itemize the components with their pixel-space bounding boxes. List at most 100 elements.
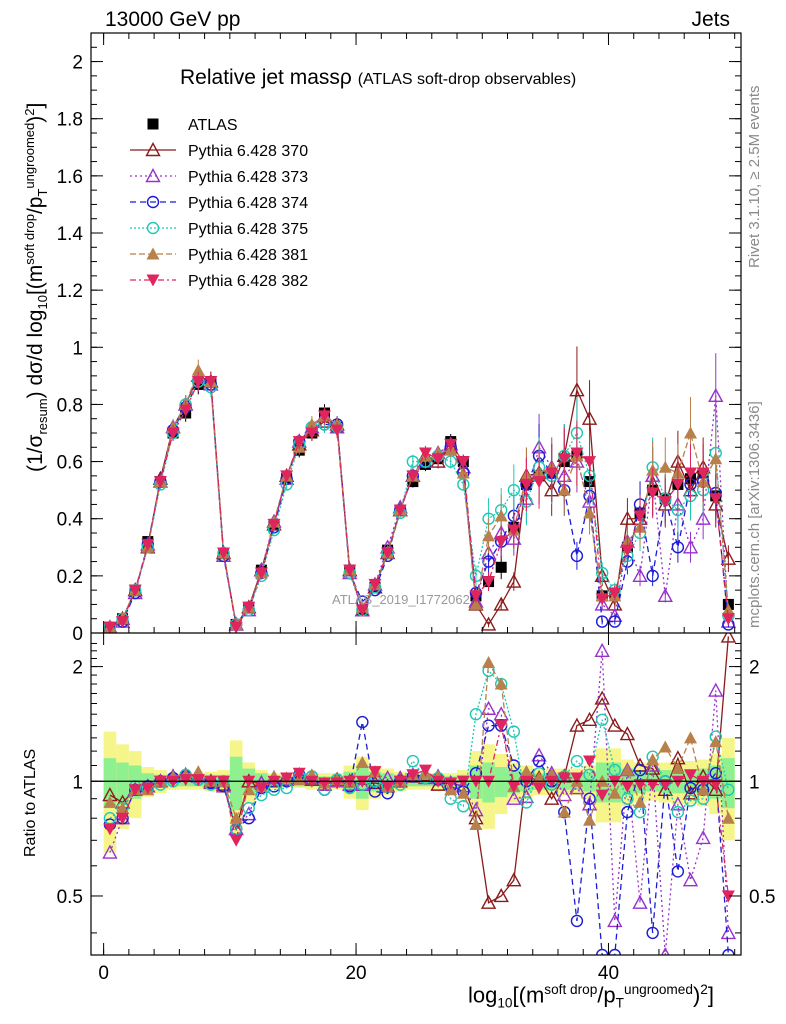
ratio-point — [368, 785, 382, 798]
header-observable: Jets — [691, 8, 730, 31]
data-point — [242, 601, 256, 614]
ratio-line — [109, 650, 730, 955]
y-tick-label: 0.2 — [57, 567, 83, 588]
ratio-tick-label-left: 2 — [72, 658, 83, 679]
ratio-point — [621, 792, 634, 805]
y-axis-label-main: (1/σresum) dσ/d log10[(msoft drop/pTungr… — [22, 102, 51, 472]
data-point — [280, 470, 294, 483]
data-point — [495, 561, 507, 573]
ratio-point — [128, 784, 142, 797]
band-stat — [494, 767, 508, 797]
x-tick-label: 20 — [345, 963, 366, 984]
series-line — [109, 369, 730, 628]
y-tick-label: 0.4 — [57, 510, 84, 531]
ratio-point — [670, 796, 686, 811]
data-point — [330, 424, 344, 437]
data-point — [393, 504, 407, 517]
legend: ATLAS Pythia 6.428 370 Pythia 6.428 373 Pyt… — [130, 117, 308, 290]
ratio-point — [242, 801, 255, 815]
ratio-point — [620, 763, 634, 776]
ratio-point — [242, 783, 256, 796]
legend-item: Pythia 6.428 373 — [130, 168, 308, 186]
data-point — [632, 567, 648, 583]
data-point — [469, 597, 483, 610]
legend-marker — [146, 274, 160, 287]
data-point — [532, 476, 546, 489]
ratio-point — [557, 772, 571, 785]
ratio-point — [594, 642, 610, 658]
data-point — [557, 453, 571, 466]
legend-item: Pythia 6.428 374 — [130, 195, 308, 212]
ratio-point — [179, 774, 193, 787]
ratio-point — [608, 763, 621, 777]
legend-label: ATLAS — [188, 117, 238, 134]
legend-item: Pythia 6.428 375 — [130, 221, 308, 238]
plot-title-sub: (ATLAS soft-drop observables) — [357, 71, 577, 88]
data-point — [684, 467, 698, 480]
ratio-point — [721, 890, 735, 903]
data-point — [153, 476, 167, 489]
ratio-point — [658, 740, 672, 753]
ratio-point — [507, 725, 521, 738]
ratio-point — [684, 769, 698, 782]
ratio-point — [607, 912, 623, 928]
ratio-point — [482, 655, 496, 668]
ratio-point — [406, 754, 420, 768]
ratio-line — [109, 725, 730, 897]
data-point — [204, 376, 218, 389]
data-point — [620, 544, 634, 557]
data-point — [594, 596, 610, 611]
ratio-line — [109, 721, 730, 955]
ratio-point — [456, 786, 470, 799]
band-stat — [722, 758, 735, 809]
band-stat — [116, 762, 129, 803]
data-point — [608, 587, 622, 600]
ratio-point — [608, 786, 622, 799]
y-tick-label: 1.6 — [57, 167, 83, 188]
legend-item: Pythia 6.428 382 — [130, 273, 308, 290]
ratio-point — [103, 823, 117, 836]
data-point — [583, 456, 597, 469]
data-point — [696, 467, 710, 480]
data-point — [166, 427, 180, 440]
series-line — [109, 380, 730, 628]
legend-label: Pythia 6.428 374 — [188, 195, 308, 212]
ratio-point — [444, 777, 458, 790]
ratio-point — [532, 754, 546, 768]
data-point — [191, 363, 205, 376]
plot-title: Relative jet massρ (ATLAS soft-drop obse… — [180, 66, 576, 90]
data-point — [494, 536, 508, 549]
ratio-point — [116, 812, 130, 825]
ratio-tick-label-left: 1 — [72, 772, 83, 793]
ratio-point — [633, 795, 647, 808]
ratio-point — [356, 715, 369, 729]
y-tick-label: 0 — [72, 624, 83, 645]
ratio-point — [595, 789, 609, 802]
ratio-point — [583, 755, 597, 768]
ratio-point — [709, 767, 722, 780]
y-tick-label: 1.4 — [57, 224, 84, 245]
ratio-point — [583, 813, 597, 826]
ratio-point — [595, 713, 609, 726]
ratio-point — [720, 633, 737, 643]
x-axis-label: log10[(msoft drop/pTungroomed)2] — [468, 982, 714, 1011]
data-point — [343, 564, 357, 577]
ratio-point — [684, 794, 697, 807]
ratio-point — [708, 781, 724, 796]
ratio-point — [330, 777, 344, 790]
data-point — [633, 510, 647, 523]
data-point — [595, 593, 609, 606]
x-tick-label: 0 — [98, 963, 109, 984]
ratio-point — [682, 872, 699, 887]
data-point — [493, 596, 509, 611]
ratio-point — [620, 780, 634, 793]
plot-frame — [90, 32, 742, 956]
data-point — [695, 510, 711, 525]
ratio-point — [570, 754, 584, 768]
ratio-point — [102, 844, 118, 859]
mcplots-label: mcplots.cern.ch [arXiv:1306.3436] — [746, 401, 763, 628]
ratio-point — [557, 805, 571, 818]
ratio-point — [583, 792, 596, 805]
data-point — [469, 569, 483, 583]
